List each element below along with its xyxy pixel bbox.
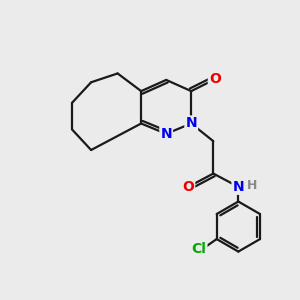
- Text: N: N: [232, 180, 244, 194]
- Text: N: N: [160, 127, 172, 141]
- Text: N: N: [185, 116, 197, 130]
- Text: O: O: [209, 72, 221, 86]
- Text: Cl: Cl: [192, 242, 206, 256]
- Text: H: H: [247, 179, 257, 192]
- Text: O: O: [182, 180, 194, 194]
